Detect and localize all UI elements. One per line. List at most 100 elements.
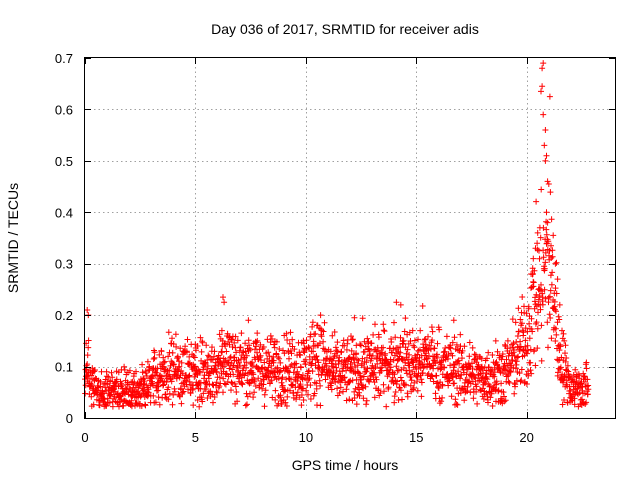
- data-point: [449, 339, 456, 346]
- data-point: [231, 380, 238, 387]
- data-point: [143, 373, 150, 379]
- data-point: [150, 392, 157, 399]
- data-point: [561, 337, 568, 344]
- data-point: [371, 394, 378, 401]
- data-point: [512, 381, 519, 388]
- data-point: [554, 276, 561, 283]
- data-point: [556, 316, 563, 323]
- data-point: [485, 349, 492, 356]
- data-point: [203, 342, 210, 349]
- data-point: [361, 364, 368, 371]
- data-point: [386, 371, 393, 377]
- data-point: [341, 342, 348, 349]
- data-point: [576, 372, 583, 379]
- data-point: [313, 380, 320, 387]
- data-point: [236, 359, 242, 366]
- data-point: [543, 218, 550, 225]
- data-point: [265, 349, 272, 356]
- data-point: [534, 229, 541, 236]
- data-point: [420, 364, 427, 371]
- data-point: [305, 391, 311, 398]
- data-point: [529, 328, 536, 335]
- data-point: [242, 340, 249, 347]
- data-point: [380, 344, 387, 351]
- data-point: [550, 232, 557, 239]
- data-point: [509, 316, 516, 323]
- data-point: [139, 361, 146, 368]
- data-point: [556, 301, 563, 308]
- data-point: [165, 353, 172, 360]
- data-point: [196, 368, 203, 375]
- data-point: [429, 373, 436, 380]
- data-point: [562, 342, 569, 349]
- data-point: [443, 333, 450, 340]
- data-point: [259, 385, 266, 392]
- data-point: [231, 339, 238, 346]
- data-point: [542, 259, 549, 266]
- data-point: [252, 383, 259, 389]
- y-tick-label: 0: [66, 411, 73, 426]
- data-point: [432, 360, 439, 367]
- data-point: [204, 395, 211, 401]
- data-point: [493, 378, 500, 385]
- data-point: [532, 294, 539, 301]
- data-point: [237, 344, 244, 351]
- data-point: [445, 382, 452, 389]
- chart-title: Day 036 of 2017, SRMTID for receiver adi…: [211, 21, 479, 37]
- data-point: [541, 286, 548, 293]
- data-point: [442, 345, 449, 351]
- data-point: [165, 384, 172, 391]
- data-point: [413, 357, 420, 364]
- data-point: [359, 355, 366, 362]
- data-point: [390, 345, 397, 352]
- data-point: [122, 385, 129, 392]
- data-point: [291, 346, 298, 353]
- data-point: [553, 259, 560, 266]
- data-points: [82, 60, 592, 410]
- data-point: [453, 401, 460, 408]
- data-point: [151, 349, 158, 356]
- data-point: [415, 336, 421, 343]
- data-point: [530, 255, 537, 262]
- data-point: [466, 353, 473, 360]
- data-point: [426, 342, 433, 349]
- data-point: [457, 375, 464, 382]
- data-point: [334, 385, 341, 392]
- data-point: [544, 219, 551, 226]
- data-point: [231, 354, 238, 361]
- data-point: [228, 379, 235, 386]
- data-point: [489, 352, 496, 358]
- data-point: [260, 344, 267, 350]
- data-point: [184, 349, 190, 356]
- data-point: [353, 401, 360, 408]
- data-point: [150, 356, 157, 362]
- data-point: [455, 368, 462, 375]
- data-point: [348, 347, 355, 354]
- data-point: [84, 352, 91, 359]
- data-point: [165, 396, 172, 403]
- data-point: [451, 334, 458, 341]
- data-point: [386, 361, 393, 368]
- y-axis-label: SRMTID / TECUs: [5, 183, 21, 293]
- data-point: [228, 387, 234, 394]
- data-point: [168, 378, 175, 385]
- plot-frame: [84, 57, 616, 419]
- data-point: [559, 327, 565, 334]
- data-point: [544, 319, 551, 326]
- data-point: [539, 65, 546, 72]
- data-point: [516, 370, 523, 377]
- data-point: [233, 349, 240, 356]
- data-point: [482, 380, 489, 387]
- data-point: [543, 209, 550, 216]
- data-point: [450, 374, 456, 381]
- data-point: [251, 376, 258, 383]
- data-point: [293, 392, 300, 399]
- data-point: [156, 401, 163, 408]
- data-point: [203, 386, 209, 392]
- data-point: [372, 321, 378, 328]
- data-point: [545, 294, 552, 301]
- data-point: [250, 394, 257, 401]
- data-point: [96, 402, 103, 409]
- data-point: [302, 356, 309, 363]
- data-point: [433, 372, 440, 379]
